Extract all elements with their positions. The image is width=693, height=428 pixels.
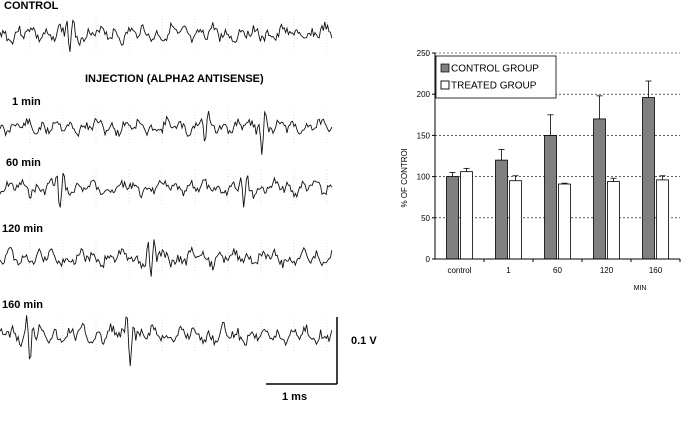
y-tick-label: 150 xyxy=(417,131,431,140)
time-scale-label: 1 ms xyxy=(282,391,308,403)
chart-legend: CONTROL GROUP TREATED GROUP xyxy=(435,55,557,99)
eeg-trace-4 xyxy=(0,315,333,367)
legend-swatch-treated xyxy=(440,80,450,90)
bar-control-60 xyxy=(544,135,557,260)
x-tick-label: 1 xyxy=(506,266,511,275)
bar-treated-control xyxy=(460,171,473,260)
trace-label-1min: 1 min xyxy=(12,96,41,108)
y-tick-label: 250 xyxy=(417,49,431,58)
trace-label-160min: 160 min xyxy=(2,299,43,311)
x-tick-label: 160 xyxy=(649,266,663,275)
legend-label-control: CONTROL GROUP xyxy=(451,64,539,75)
eeg-trace-3 xyxy=(0,239,333,277)
y-tick-label: 50 xyxy=(421,214,430,223)
bar-control-160 xyxy=(642,97,655,260)
chart-axes xyxy=(434,53,680,260)
trace-label-120min: 120 min xyxy=(2,223,43,235)
bar-treated-120 xyxy=(607,181,620,260)
y-tick-label: 100 xyxy=(417,173,431,182)
eeg-trace-0 xyxy=(0,19,333,52)
bar-treated-60 xyxy=(558,183,571,260)
trace-label-control: CONTROL xyxy=(4,0,59,12)
bar-treated-1 xyxy=(509,180,522,260)
y-tick-label: 0 xyxy=(426,255,431,264)
bar-control-1 xyxy=(495,159,508,260)
injection-label: INJECTION (ALPHA2 ANTISENSE) xyxy=(85,73,264,85)
y-axis-label: % OF CONTROl xyxy=(400,148,409,207)
x-tick-label: 120 xyxy=(600,266,614,275)
legend-label-treated: TREATED GROUP xyxy=(451,81,537,92)
bar-control-control xyxy=(446,176,459,260)
trace-label-60min: 60 min xyxy=(6,157,41,169)
chart-bars xyxy=(446,80,669,260)
eeg-traces-panel xyxy=(0,16,338,385)
bar-treated-160 xyxy=(656,179,669,260)
x-axis-unit: MIN xyxy=(634,285,647,292)
voltage-scale-label: 0.1 V xyxy=(351,335,377,347)
legend-swatch-control xyxy=(440,63,450,73)
eeg-trace-2 xyxy=(0,172,333,208)
y-tick-label: 200 xyxy=(417,90,431,99)
x-tick-label: control xyxy=(447,266,471,275)
bar-control-120 xyxy=(593,118,606,260)
x-tick-label: 60 xyxy=(553,266,562,275)
eeg-trace-1 xyxy=(0,110,333,155)
